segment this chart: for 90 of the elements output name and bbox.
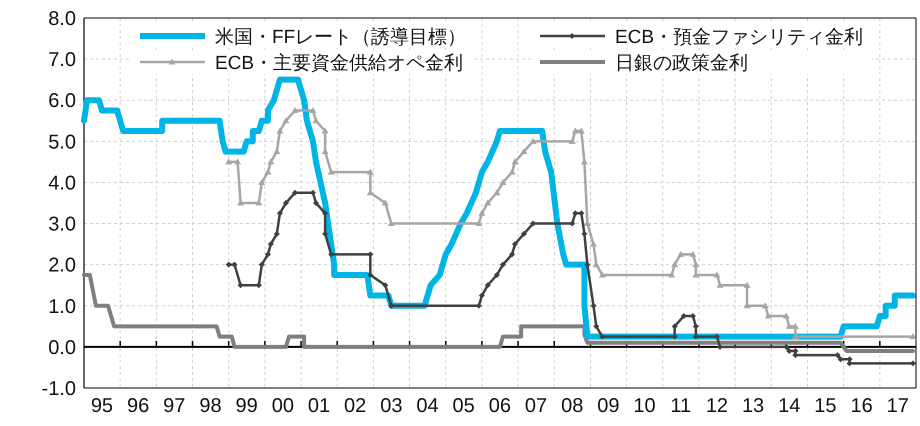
point: [568, 138, 576, 144]
x-tick-label: 06: [488, 395, 511, 417]
x-tick-label: 12: [706, 395, 728, 417]
point: [512, 158, 519, 164]
point: [520, 230, 527, 237]
point: [312, 117, 320, 124]
point: [493, 189, 500, 196]
point: [578, 128, 585, 134]
point: [677, 250, 684, 257]
y-tick-label: 3.0: [48, 214, 76, 236]
point: [520, 148, 528, 154]
point: [572, 128, 579, 134]
point: [500, 262, 506, 268]
point: [478, 210, 486, 216]
point: [792, 322, 799, 329]
point: [478, 292, 485, 298]
point: [267, 158, 274, 164]
x-tick-label: 97: [163, 395, 186, 417]
y-tick-label: 2.0: [48, 254, 76, 277]
x-tick-label: 11: [670, 395, 692, 417]
x-tick-label: 95: [90, 395, 114, 417]
y-tick-label: 7.0: [48, 49, 76, 72]
point: [530, 138, 537, 144]
point: [382, 200, 389, 206]
point: [264, 168, 272, 175]
point: [225, 158, 232, 164]
x-tick-label: 04: [416, 395, 439, 417]
y-tick-label: 4.0: [48, 172, 76, 194]
x-tick-label: 98: [199, 395, 222, 417]
point: [909, 333, 916, 340]
point: [692, 261, 700, 268]
point: [292, 107, 299, 113]
legend-label: ECB・預金ファシリティ金利: [615, 27, 864, 48]
point: [282, 200, 289, 206]
y-tick-label: 8.0: [48, 8, 76, 30]
x-tick-label: 15: [814, 395, 837, 417]
point: [713, 271, 720, 278]
x-tick-label: 08: [561, 395, 584, 417]
x-tick-label: 05: [452, 395, 475, 417]
point: [782, 312, 790, 319]
x-tick-label: 99: [236, 395, 258, 417]
point: [264, 251, 271, 258]
x-tick-label: 13: [742, 395, 764, 417]
y-tick-label: -1.0: [42, 378, 76, 400]
x-tick-label: 14: [778, 395, 800, 417]
point: [475, 220, 482, 226]
point: [268, 241, 274, 248]
y-tick-label: 6.0: [48, 90, 76, 112]
point: [786, 322, 793, 329]
y-tick-label: 5.0: [48, 131, 76, 154]
x-tick-label: 02: [344, 395, 366, 417]
point: [499, 178, 506, 185]
point: [668, 271, 676, 278]
point: [744, 282, 751, 288]
point: [762, 302, 769, 308]
point: [484, 200, 492, 206]
x-tick-label: 09: [597, 395, 620, 417]
legend-label: 米国・FFレート（誘導目標）: [215, 26, 466, 48]
point: [388, 220, 395, 226]
point: [671, 261, 678, 268]
point: [328, 168, 335, 175]
x-tick-label: 16: [850, 395, 873, 417]
point: [366, 168, 374, 175]
point: [313, 200, 320, 206]
point: [764, 312, 772, 319]
point: [598, 271, 606, 278]
point: [484, 282, 491, 288]
x-tick-label: 10: [633, 395, 656, 417]
point: [382, 282, 388, 288]
point: [689, 250, 696, 257]
y-tick-label: 1.0: [48, 296, 76, 318]
x-tick-label: 00: [272, 395, 294, 417]
point: [282, 117, 290, 124]
x-tick-label: 96: [127, 395, 150, 417]
point: [494, 272, 500, 278]
legend-label: 日銀の政策金利: [615, 53, 748, 74]
point: [309, 107, 316, 113]
y-tick-label: 0.0: [48, 336, 76, 359]
legend-label: ECB・主要資金供給オペ金利: [215, 52, 464, 74]
point: [234, 158, 242, 164]
point: [508, 168, 516, 175]
x-tick-label: 07: [524, 395, 548, 417]
point: [322, 128, 329, 134]
point: [276, 128, 284, 134]
point: [716, 282, 724, 288]
x-tick-label: 17: [886, 395, 909, 417]
x-tick-label: 03: [380, 395, 402, 417]
point: [258, 178, 266, 185]
point: [590, 240, 598, 247]
x-tick-label: 01: [308, 395, 330, 417]
